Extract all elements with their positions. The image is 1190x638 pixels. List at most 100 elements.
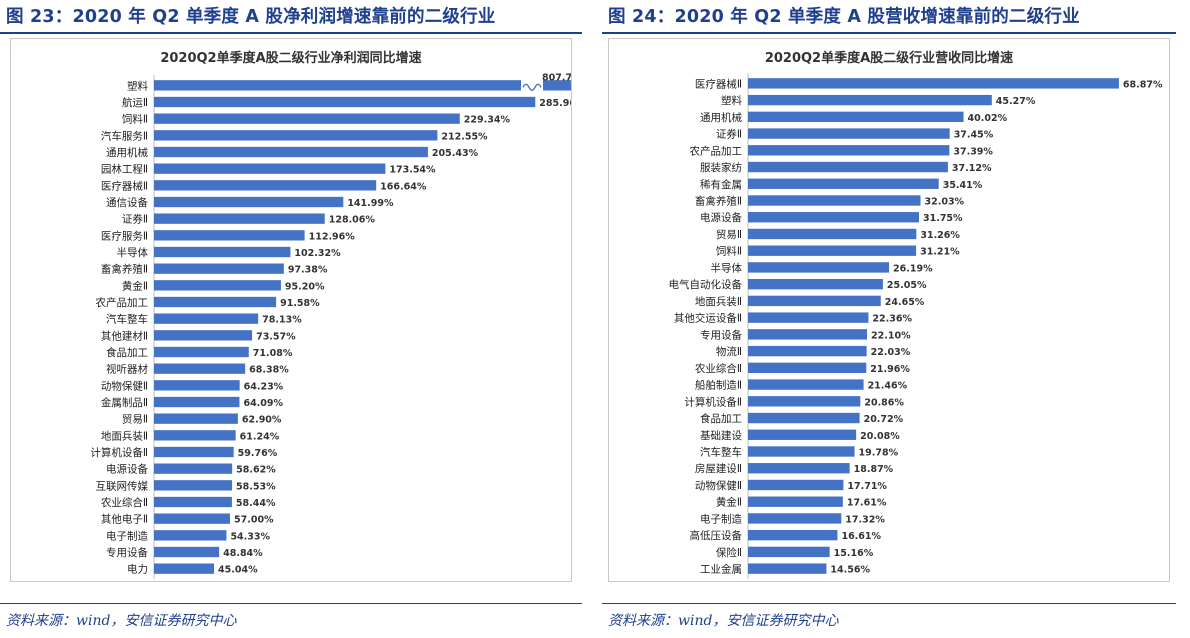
category-label: 房屋建设Ⅱ	[695, 462, 742, 475]
category-label: 畜禽养殖Ⅱ	[101, 263, 148, 276]
category-label: 电源设备	[106, 463, 148, 476]
category-label: 稀有金属	[700, 178, 742, 191]
category-label: 金属制品Ⅱ	[101, 396, 148, 409]
value-label: 31.26%	[920, 230, 960, 241]
bar	[154, 163, 386, 174]
value-label: 48.84%	[223, 548, 263, 559]
value-label: 97.38%	[288, 265, 328, 276]
bar	[154, 213, 325, 224]
bar	[154, 496, 232, 508]
bar	[748, 128, 950, 139]
category-label: 地面兵装Ⅱ	[101, 429, 148, 442]
value-label: 22.36%	[872, 314, 912, 325]
chart-revenue-growth: 医疗器械Ⅱ 68.87% 塑料 45.27% 通用机械 40.02% 证券Ⅱ 37.45% 农产…	[669, 73, 1163, 579]
value-label: 17.61%	[847, 498, 887, 509]
value-label: 73.57%	[256, 331, 296, 342]
value-label: 61.24%	[240, 431, 280, 442]
bar	[748, 362, 867, 374]
category-label: 贸易Ⅱ	[122, 414, 148, 426]
bar	[154, 113, 460, 124]
bar	[154, 196, 344, 208]
chart-title: 2020Q2单季度A股二级行业营收同比增速	[764, 51, 1014, 66]
bar	[154, 80, 584, 91]
value-label: 31.21%	[920, 247, 960, 258]
chart-title: 2020Q2单季度A股二级行业净利润同比增速	[160, 51, 422, 66]
bar	[154, 430, 236, 441]
value-label: 128.06%	[329, 215, 376, 226]
bar	[748, 145, 950, 156]
category-label: 食品加工	[106, 346, 148, 359]
value-label: 20.86%	[864, 397, 904, 408]
category-label: 证券Ⅱ	[122, 213, 148, 226]
value-label: 20.72%	[864, 414, 904, 425]
bar	[154, 446, 234, 458]
value-label: 68.38%	[249, 365, 289, 376]
bar	[154, 130, 438, 141]
value-label: 22.03%	[871, 347, 911, 358]
chart-frame: 2020Q2单季度A股二级行业净利润同比增速 塑料 807.76% 航运Ⅱ 285.9…	[10, 38, 589, 582]
bar	[154, 180, 377, 191]
value-label: 78.13%	[262, 315, 302, 326]
figure-24: 图 24：2020 年 Q2 单季度 A 股营收增速靠前的二级行业 2020Q2…	[602, 0, 1190, 638]
category-label: 医疗器械Ⅱ	[695, 77, 742, 90]
bar	[154, 96, 536, 108]
bar	[154, 296, 277, 308]
category-label: 动物保健Ⅱ	[101, 379, 148, 392]
value-label: 58.53%	[236, 481, 276, 492]
category-label: 电气自动化设备	[669, 278, 743, 291]
bar	[154, 313, 259, 324]
source-rule	[0, 603, 582, 604]
value-label: 16.61%	[841, 531, 881, 542]
category-label: 汽车服务Ⅱ	[101, 129, 148, 142]
category-label: 电力	[127, 563, 148, 576]
value-label: 37.12%	[952, 163, 992, 174]
category-label: 园林工程Ⅱ	[101, 163, 148, 176]
value-label: 22.10%	[871, 330, 911, 341]
bar	[154, 230, 305, 241]
bar	[154, 480, 233, 491]
category-label: 专用设备	[106, 546, 148, 559]
value-label: 31.75%	[923, 213, 963, 224]
bar	[154, 330, 253, 341]
bar	[748, 295, 881, 307]
category-label: 半导体	[117, 246, 149, 259]
bar	[154, 363, 246, 374]
bar	[154, 246, 291, 258]
bar	[154, 563, 215, 574]
value-label: 40.02%	[968, 113, 1008, 124]
value-label: 18.87%	[854, 464, 894, 475]
category-label: 保险Ⅱ	[716, 546, 742, 559]
bar	[154, 280, 281, 291]
category-label: 食品加工	[700, 412, 742, 425]
category-label: 塑料	[721, 94, 742, 107]
bar	[748, 245, 917, 256]
category-label: 畜禽养殖Ⅱ	[695, 195, 742, 208]
value-label: 35.41%	[943, 180, 983, 191]
bar	[154, 413, 238, 424]
category-label: 专用设备	[700, 328, 742, 341]
category-label: 其他电子Ⅱ	[101, 513, 148, 526]
value-label: 26.19%	[893, 263, 933, 274]
category-label: 高低压设备	[690, 529, 743, 542]
bar	[748, 446, 855, 457]
category-label: 饲料Ⅱ	[716, 245, 742, 258]
value-label: 45.04%	[218, 565, 258, 576]
category-label: 黄金Ⅱ	[122, 279, 148, 292]
value-label: 32.03%	[925, 197, 965, 208]
value-label: 37.39%	[953, 146, 993, 157]
value-label: 58.62%	[236, 465, 276, 476]
bar	[748, 563, 827, 574]
category-label: 电子制造	[106, 529, 148, 542]
title-rule	[0, 32, 582, 34]
category-label: 基础建设	[700, 429, 742, 442]
value-label: 21.46%	[868, 381, 908, 392]
value-label: 17.71%	[847, 481, 887, 492]
axis-break-gap	[521, 79, 543, 92]
category-label: 计算机设备Ⅱ	[684, 395, 742, 408]
bar	[154, 463, 233, 474]
value-label: 37.45%	[954, 130, 994, 141]
bar	[748, 546, 830, 558]
value-label: 229.34%	[464, 115, 511, 126]
axis-break-marker	[522, 83, 542, 92]
category-label: 服装家纺	[700, 161, 742, 174]
